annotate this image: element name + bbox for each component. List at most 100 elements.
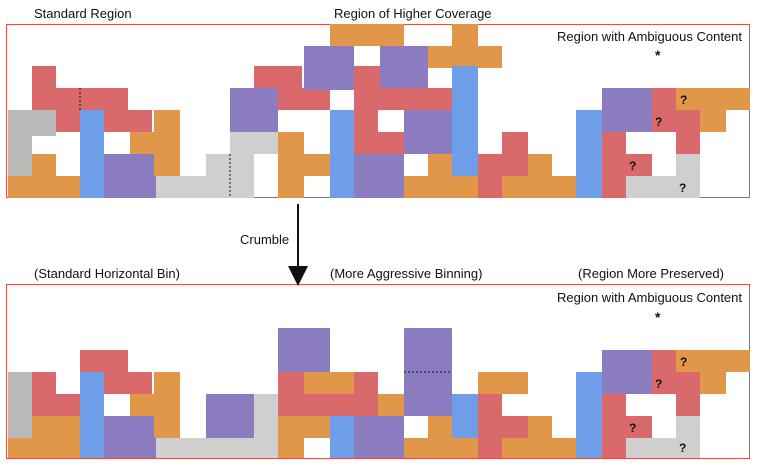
block-blue <box>576 110 602 198</box>
higher-coverage-label: Region of Higher Coverage <box>334 6 492 21</box>
block-purple <box>304 46 354 90</box>
block-blue <box>452 394 478 438</box>
block-orange <box>304 372 354 394</box>
block-orange <box>700 372 726 394</box>
block-red <box>56 110 80 132</box>
aggressive-binning-label: (More Aggressive Binning) <box>330 266 483 281</box>
block-red <box>676 394 700 416</box>
block-red <box>652 110 700 132</box>
block-purple <box>404 328 452 372</box>
block-red <box>304 394 354 416</box>
block-purple <box>230 88 278 132</box>
block-orange <box>32 416 56 438</box>
block-red <box>626 154 652 176</box>
block-orange <box>330 24 404 46</box>
block-blue <box>330 110 354 198</box>
block-red <box>602 394 626 458</box>
block-orange <box>278 132 304 198</box>
block-red <box>32 394 80 416</box>
block-purple <box>278 328 330 372</box>
block-red <box>652 350 678 372</box>
block-red <box>676 132 700 154</box>
block-orange <box>8 176 80 198</box>
ambiguous-label-top: Region with Ambiguous Content <box>557 29 742 44</box>
question-mark: ? <box>680 93 687 107</box>
block-lightgray <box>676 416 700 438</box>
block-orange <box>32 154 56 176</box>
block-red <box>478 176 502 198</box>
block-lightgray <box>230 154 254 198</box>
block-orange <box>428 154 452 176</box>
star-marker-top: * <box>655 47 661 63</box>
block-orange <box>304 154 330 176</box>
block-red <box>602 132 626 198</box>
block-orange <box>130 132 154 154</box>
question-mark: ? <box>629 159 636 173</box>
block-red <box>378 132 404 154</box>
block-orange <box>56 416 80 438</box>
block-blue <box>80 110 104 198</box>
ambiguous-label-bottom: Region with Ambiguous Content <box>557 290 742 305</box>
block-lightgray <box>156 176 230 198</box>
block-orange <box>428 416 452 438</box>
block-orange <box>528 416 552 438</box>
block-orange <box>154 372 180 438</box>
block-red <box>502 132 528 154</box>
block-orange <box>8 438 80 458</box>
top-blocks <box>8 24 750 198</box>
block-purple <box>380 46 428 90</box>
block-red <box>104 372 152 394</box>
block-red <box>478 154 528 176</box>
block-red <box>354 372 378 416</box>
block-purple <box>104 416 156 458</box>
block-orange <box>502 176 576 198</box>
block-orange <box>130 394 154 416</box>
block-gray <box>8 372 32 438</box>
question-mark: ? <box>679 441 686 455</box>
block-red <box>626 416 652 438</box>
block-orange <box>404 438 478 458</box>
block-red <box>478 394 502 458</box>
block-orange <box>404 176 478 198</box>
block-purple <box>602 88 652 132</box>
block-orange <box>676 88 750 110</box>
block-lightgray <box>626 438 700 458</box>
block-lightgray <box>230 132 278 154</box>
block-orange <box>154 110 180 176</box>
question-mark: ? <box>655 377 662 391</box>
block-orange <box>378 394 404 416</box>
question-mark: ? <box>679 181 686 195</box>
block-lightgray <box>206 154 230 176</box>
block-red <box>278 372 304 416</box>
block-red <box>254 66 302 88</box>
block-red <box>80 88 128 110</box>
block-lightgray <box>254 394 278 458</box>
block-purple <box>404 372 452 416</box>
block-purple <box>602 350 652 394</box>
block-purple <box>206 394 254 438</box>
block-blue <box>576 372 602 458</box>
block-red <box>32 88 80 110</box>
block-orange <box>428 46 502 68</box>
star-marker-bottom: * <box>655 309 661 325</box>
block-red <box>354 110 378 154</box>
question-mark: ? <box>629 421 636 435</box>
block-orange <box>278 438 304 458</box>
block-red <box>652 88 678 110</box>
question-mark: ? <box>680 355 687 369</box>
block-purple <box>104 154 156 198</box>
standard-region-label: Standard Region <box>34 6 132 21</box>
region-preserved-label: (Region More Preserved) <box>578 266 724 281</box>
block-red <box>354 88 404 110</box>
block-red <box>32 66 56 88</box>
block-orange <box>278 416 330 438</box>
block-red <box>32 372 56 394</box>
bottom-blocks <box>8 328 750 458</box>
block-purple <box>354 154 404 198</box>
block-blue <box>452 66 478 176</box>
block-lightgray <box>156 438 230 458</box>
block-gray <box>8 110 56 136</box>
block-lightgray <box>626 176 700 198</box>
block-purple <box>354 416 404 458</box>
